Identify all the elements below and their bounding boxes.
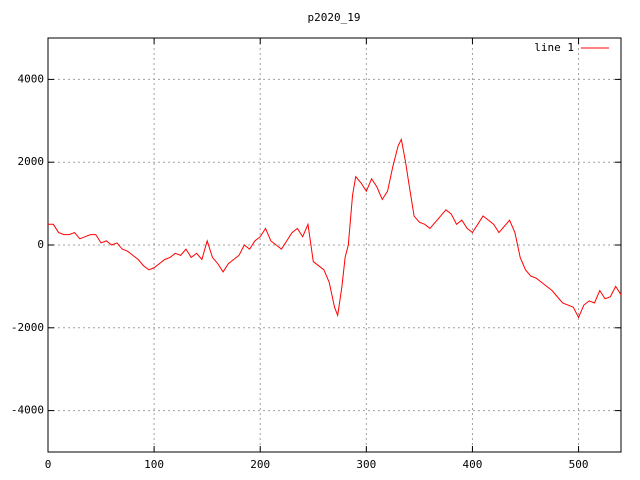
y-tick-label: 0 <box>37 238 44 251</box>
series-line <box>48 137 622 319</box>
y-tick-label: 2000 <box>18 155 45 168</box>
plot-border <box>47 37 622 453</box>
legend-label: line 1 <box>534 41 574 54</box>
x-tick-label: 500 <box>569 458 589 471</box>
x-tick-label: 200 <box>250 458 270 471</box>
y-tick-label: 4000 <box>18 72 45 85</box>
chart-title: p2020_19 <box>308 11 361 24</box>
y-tick-label: -2000 <box>11 321 44 334</box>
x-tick-label: 400 <box>463 458 483 471</box>
y-tick-label: -4000 <box>11 404 44 417</box>
x-tick-label: 0 <box>45 458 52 471</box>
x-tick-label: 300 <box>356 458 376 471</box>
x-tick-label: 100 <box>144 458 164 471</box>
